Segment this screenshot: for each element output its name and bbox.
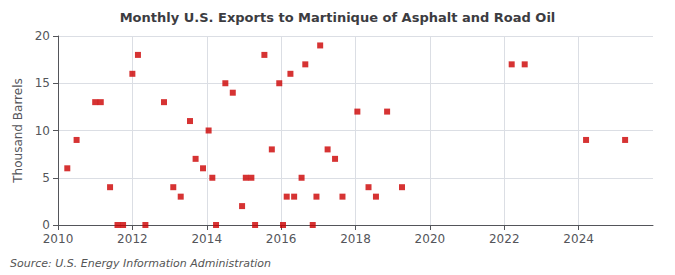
- svg-text:5: 5: [42, 171, 50, 185]
- svg-text:2022: 2022: [489, 232, 520, 246]
- svg-text:2018: 2018: [340, 232, 371, 246]
- svg-text:0: 0: [42, 218, 50, 232]
- svg-text:2016: 2016: [266, 232, 297, 246]
- svg-text:Monthly U.S. Exports to Martin: Monthly U.S. Exports to Martinique of As…: [120, 10, 556, 25]
- svg-text:Thousand Barrels: Thousand Barrels: [11, 78, 25, 183]
- svg-text:2010: 2010: [43, 232, 74, 246]
- svg-text:15: 15: [35, 76, 50, 90]
- svg-text:Source: U.S. Energy Informatio: Source: U.S. Energy Information Administ…: [10, 257, 271, 270]
- svg-text:2014: 2014: [191, 232, 222, 246]
- svg-text:10: 10: [35, 124, 50, 138]
- svg-text:2012: 2012: [117, 232, 148, 246]
- svg-text:20: 20: [35, 29, 50, 43]
- svg-text:2020: 2020: [415, 232, 446, 246]
- svg-text:2024: 2024: [563, 232, 594, 246]
